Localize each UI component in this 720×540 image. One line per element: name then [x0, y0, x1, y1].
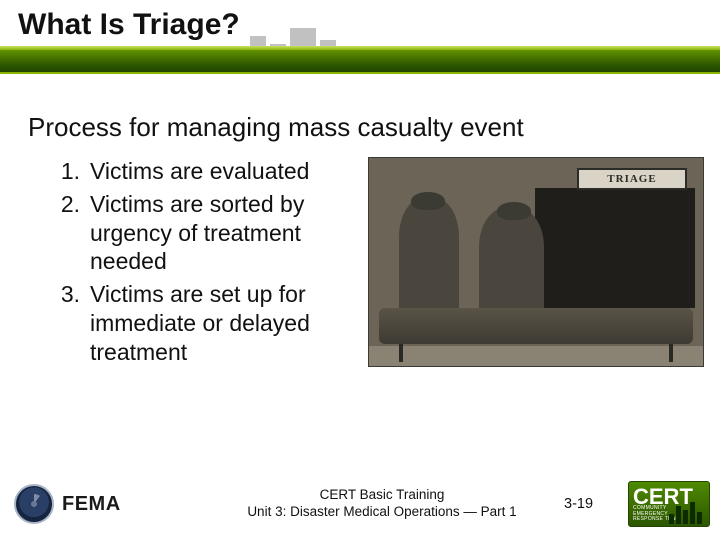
photo-sign: TRIAGE	[577, 168, 687, 190]
triage-steps-list: 1. Victims are evaluated 2. Victims are …	[48, 157, 358, 370]
header-green-band	[0, 46, 720, 74]
slide-title: What Is Triage?	[18, 8, 240, 42]
list-text: Victims are set up for immediate or dela…	[90, 280, 358, 366]
list-item: 1. Victims are evaluated	[48, 157, 358, 186]
photo-ground	[369, 346, 703, 366]
photo-stretcher	[379, 308, 693, 344]
slide-footer: FEMA CERT Basic Training Unit 3: Disaste…	[0, 476, 720, 532]
slide-subtitle: Process for managing mass casualty event	[28, 112, 696, 143]
list-item: 2. Victims are sorted by urgency of trea…	[48, 190, 358, 276]
list-number: 3.	[48, 280, 90, 366]
photo-tent	[535, 188, 695, 308]
fema-logo-text: FEMA	[62, 493, 121, 516]
page-number: 3-19	[564, 496, 628, 512]
photo-helmet	[411, 192, 445, 210]
slide-header: What Is Triage?	[0, 0, 720, 90]
dhs-seal-icon	[14, 484, 54, 524]
footer-line2: Unit 3: Disaster Medical Operations — Pa…	[200, 504, 564, 521]
list-number: 2.	[48, 190, 90, 276]
footer-line1: CERT Basic Training	[200, 487, 564, 504]
triage-photo: TRIAGE	[368, 157, 704, 367]
list-item: 3. Victims are set up for immediate or d…	[48, 280, 358, 366]
cert-skyline-icon	[669, 500, 707, 524]
list-text: Victims are evaluated	[90, 157, 358, 186]
list-text: Victims are sorted by urgency of treatme…	[90, 190, 358, 276]
list-number: 1.	[48, 157, 90, 186]
footer-center: CERT Basic Training Unit 3: Disaster Med…	[200, 487, 564, 521]
cert-badge-icon: CERT COMMUNITY EMERGENCY RESPONSE TEAM	[628, 481, 710, 527]
photo-helmet	[497, 202, 531, 220]
footer-left: FEMA	[0, 484, 200, 524]
content-row: 1. Victims are evaluated 2. Victims are …	[0, 157, 720, 370]
